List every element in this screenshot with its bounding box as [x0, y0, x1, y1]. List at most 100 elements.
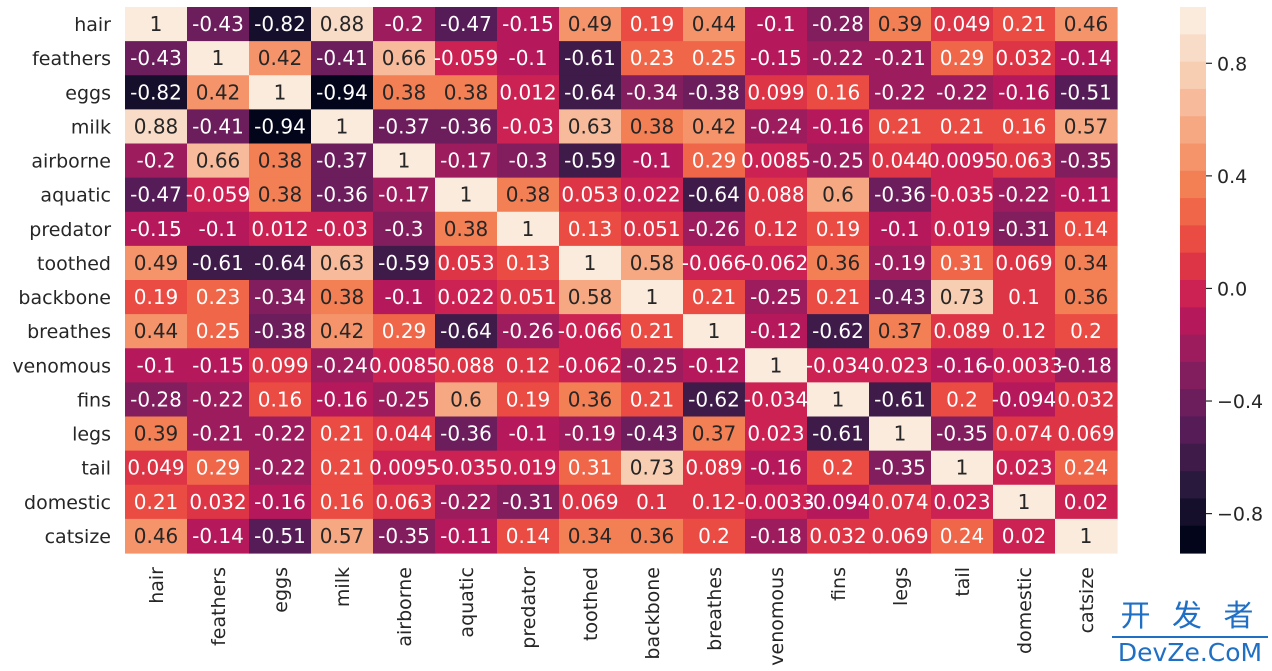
- cell-label-backbone-eggs: -0.34: [254, 285, 306, 309]
- cell-toothed-venomous: [745, 245, 808, 281]
- row-label-milk: milk: [71, 116, 111, 138]
- cell-legs-backbone: [621, 416, 684, 452]
- cell-label-airborne-feathers: 0.66: [196, 149, 241, 173]
- row-label-hair: hair: [74, 14, 111, 36]
- cell-milk-milk: [311, 109, 374, 145]
- cell-predator-venomous: [745, 211, 808, 247]
- cell-domestic-fins: [807, 484, 870, 520]
- cell-label-airborne-hair: -0.2: [136, 149, 175, 173]
- cell-label-venomous-domestic: -0.0033: [985, 353, 1062, 377]
- cell-label-breathes-domestic: 0.12: [1002, 319, 1047, 343]
- cell-breathes-venomous: [745, 314, 808, 349]
- cell-feathers-domestic: [993, 41, 1056, 76]
- cell-eggs-fins: [807, 75, 870, 110]
- cell-label-legs-feathers: -0.21: [192, 422, 244, 446]
- colorbar-tick-label: −0.8: [1217, 504, 1263, 526]
- cell-label-airborne-domestic: 0.063: [995, 149, 1052, 173]
- cell-airborne-tail: [931, 143, 994, 179]
- cell-label-milk-feathers: -0.41: [192, 114, 244, 138]
- cell-feathers-milk: [311, 41, 374, 76]
- col-label-breathes: breathes: [704, 567, 726, 651]
- cell-label-aquatic-aquatic: 1: [460, 183, 473, 207]
- cell-tail-eggs: [249, 450, 312, 486]
- cell-label-backbone-legs: -0.43: [874, 285, 926, 309]
- cell-toothed-catsize: [1055, 245, 1118, 281]
- cell-catsize-aquatic: [435, 518, 498, 554]
- cell-label-hair-venomous: -0.1: [756, 12, 795, 36]
- cell-legs-tail: [931, 416, 994, 452]
- cell-label-breathes-eggs: -0.38: [254, 319, 306, 343]
- cell-label-predator-feathers: -0.1: [198, 217, 237, 241]
- cell-label-eggs-venomous: 0.099: [747, 80, 804, 104]
- cell-airborne-hair: [125, 143, 188, 179]
- cell-label-feathers-milk: -0.41: [316, 46, 368, 70]
- cell-label-toothed-predator: 0.13: [506, 251, 551, 275]
- cell-domestic-catsize: [1055, 484, 1118, 520]
- cell-label-airborne-catsize: -0.35: [1060, 149, 1112, 173]
- cell-predator-eggs: [249, 211, 312, 247]
- cell-label-eggs-catsize: -0.51: [1060, 80, 1112, 104]
- row-label-venomous: venomous: [12, 355, 111, 377]
- cell-feathers-venomous: [745, 41, 808, 76]
- cell-legs-domestic: [993, 416, 1056, 452]
- cell-label-eggs-tail: -0.22: [936, 80, 988, 104]
- cell-domestic-milk: [311, 484, 374, 520]
- cell-label-tail-tail: 1: [956, 456, 969, 480]
- cell-airborne-toothed: [559, 143, 622, 179]
- cell-fins-aquatic: [435, 382, 498, 418]
- cell-label-eggs-eggs: 1: [274, 80, 287, 104]
- cell-label-eggs-backbone: -0.34: [626, 80, 678, 104]
- cell-toothed-toothed: [559, 245, 622, 281]
- cell-label-aquatic-hair: -0.47: [130, 183, 182, 207]
- cell-toothed-airborne: [373, 245, 436, 281]
- colorbar-segment: [1180, 88, 1206, 117]
- cell-domestic-aquatic: [435, 484, 498, 520]
- cell-label-airborne-airborne: 1: [398, 149, 411, 173]
- cell-toothed-eggs: [249, 245, 312, 281]
- cell-label-venomous-feathers: -0.15: [192, 353, 244, 377]
- cell-label-aquatic-breathes: -0.64: [688, 183, 740, 207]
- cell-fins-legs: [869, 382, 932, 418]
- cell-feathers-toothed: [559, 41, 622, 76]
- cell-backbone-feathers: [187, 280, 250, 315]
- cell-catsize-backbone: [621, 518, 684, 554]
- cell-label-aquatic-catsize: -0.11: [1060, 183, 1112, 207]
- row-label-predator: predator: [29, 219, 111, 241]
- cell-airborne-aquatic: [435, 143, 498, 179]
- cell-eggs-breathes: [683, 75, 746, 110]
- cell-backbone-tail: [931, 280, 994, 315]
- cell-feathers-predator: [497, 41, 560, 76]
- cell-label-predator-predator: 1: [522, 217, 535, 241]
- cell-aquatic-predator: [497, 177, 560, 213]
- cell-eggs-hair: [125, 75, 188, 110]
- cell-backbone-catsize: [1055, 280, 1118, 315]
- cell-label-catsize-legs: 0.069: [871, 524, 928, 548]
- cell-hair-predator: [497, 7, 560, 42]
- cell-label-fins-tail: 0.2: [946, 387, 978, 411]
- cell-legs-venomous: [745, 416, 808, 452]
- cell-label-catsize-toothed: 0.34: [568, 524, 613, 548]
- cell-domestic-predator: [497, 484, 560, 520]
- col-label-toothed: toothed: [580, 567, 602, 641]
- cell-label-milk-breathes: 0.42: [692, 114, 737, 138]
- cell-label-catsize-backbone: 0.36: [630, 524, 675, 548]
- cell-label-hair-legs: 0.39: [878, 12, 923, 36]
- colorbar-segment: [1180, 170, 1206, 199]
- cell-label-eggs-predator: 0.012: [499, 80, 556, 104]
- cell-label-backbone-airborne: -0.1: [384, 285, 423, 309]
- cell-fins-eggs: [249, 382, 312, 418]
- cell-label-breathes-catsize: 0.2: [1070, 319, 1102, 343]
- cell-label-eggs-legs: -0.22: [874, 80, 926, 104]
- cell-aquatic-backbone: [621, 177, 684, 213]
- colorbar-segment: [1180, 498, 1206, 527]
- cell-label-toothed-legs: -0.19: [874, 251, 926, 275]
- devze-watermark: 开 发 者 DevZe.CoM: [1112, 600, 1268, 668]
- cell-label-breathes-fins: -0.62: [812, 319, 864, 343]
- cell-tail-predator: [497, 450, 560, 486]
- colorbar-segment: [1180, 443, 1206, 472]
- colorbar-segment: [1180, 7, 1206, 35]
- cell-aquatic-legs: [869, 177, 932, 213]
- cell-label-airborne-aquatic: -0.17: [440, 149, 492, 173]
- y-tick-labels: hair feathers eggs milk airborne aquatic preda…: [12, 14, 111, 548]
- cell-label-breathes-hair: 0.44: [134, 319, 179, 343]
